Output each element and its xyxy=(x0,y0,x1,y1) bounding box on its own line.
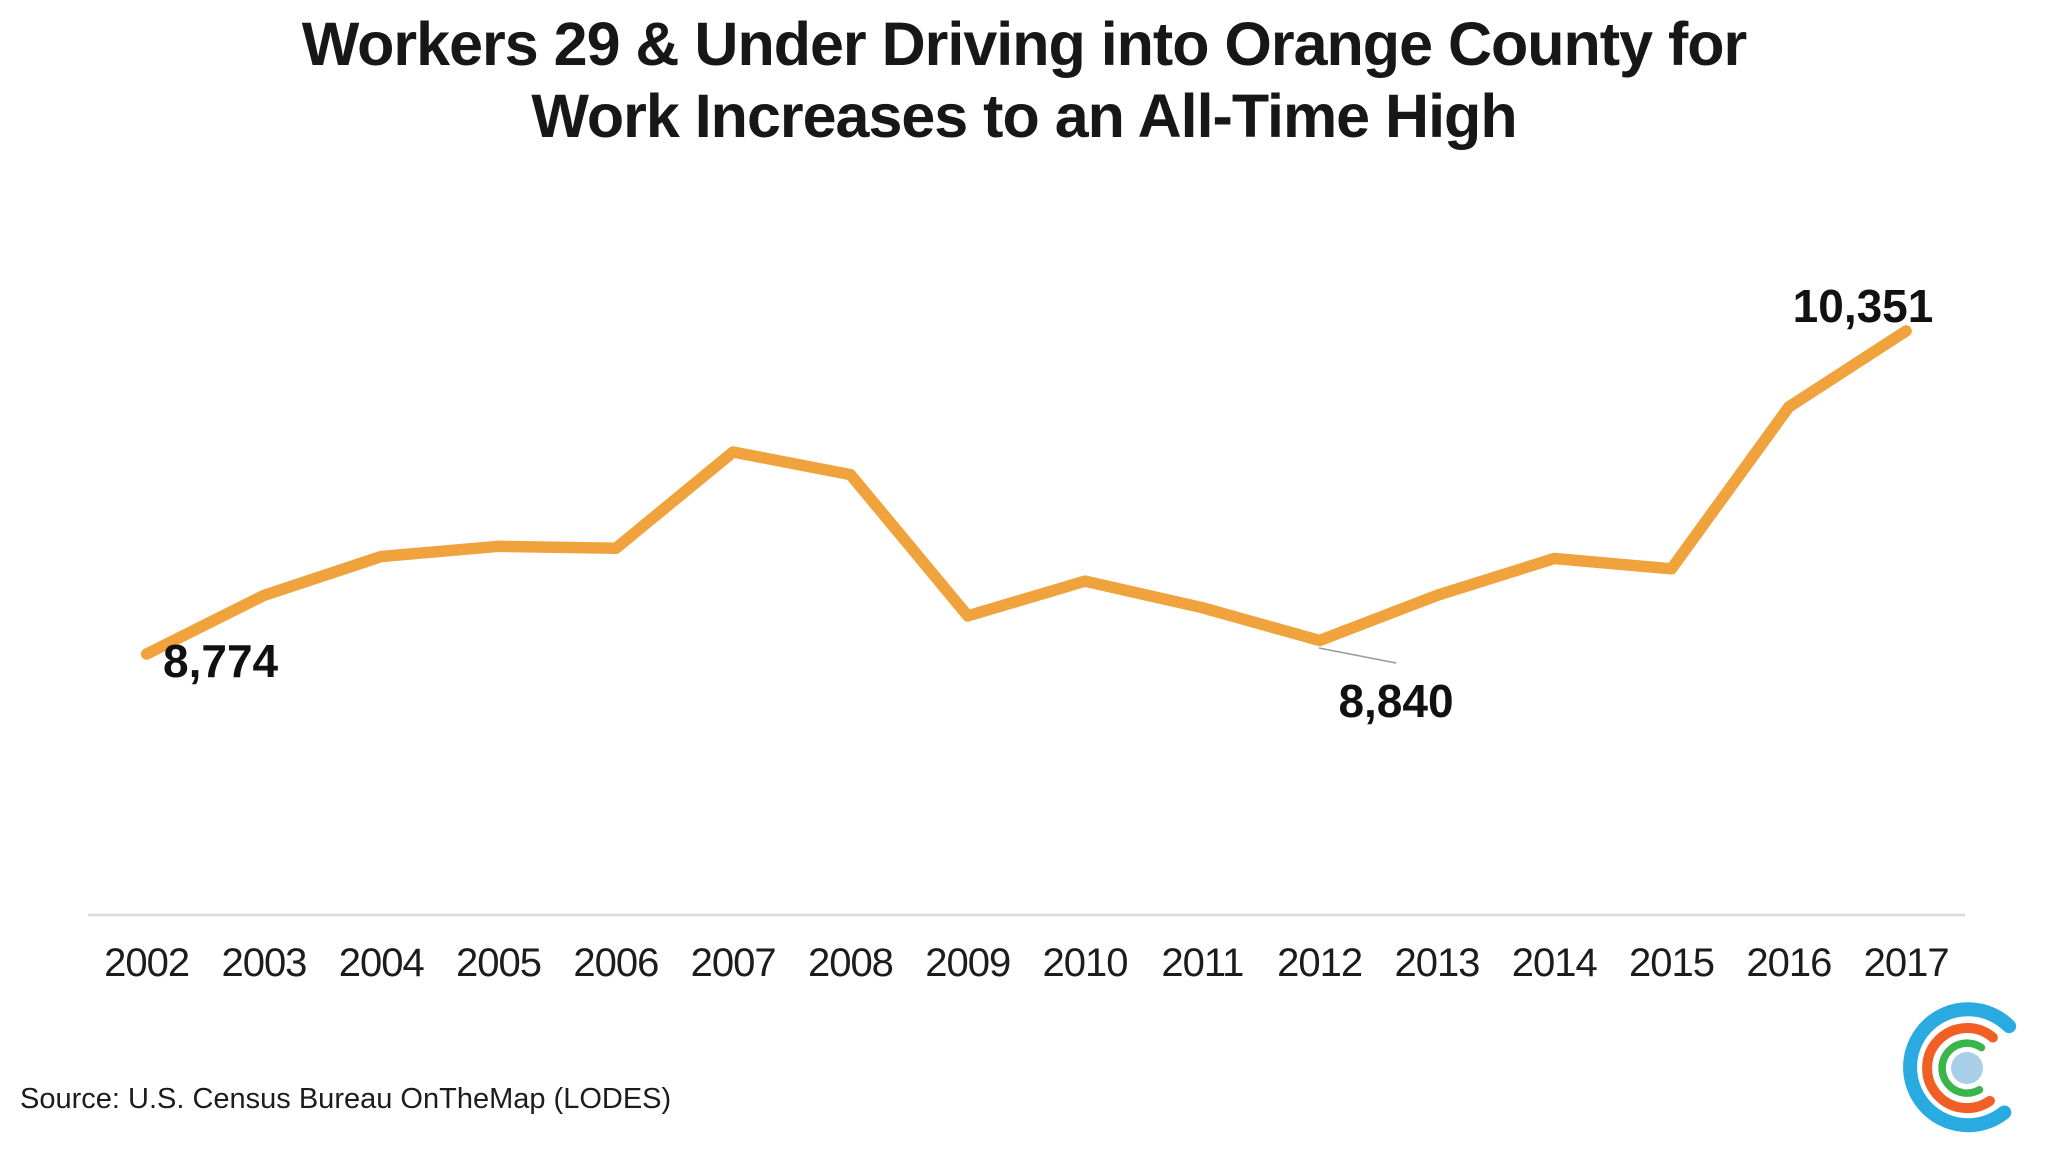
x-axis-label-2003: 2003 xyxy=(221,941,307,985)
x-axis-label-2016: 2016 xyxy=(1746,941,1832,985)
x-axis-label-2017: 2017 xyxy=(1863,941,1950,985)
data-series-line xyxy=(140,325,1912,660)
chart-title-line-2: Work Increases to an All-Time High xyxy=(531,82,1517,150)
chart-title: Workers 29 & Under Driving into Orange C… xyxy=(0,8,2048,152)
x-axis-labels: 2002 2003 2004 2005 2006 2007 2008 2009 2010 2011… xyxy=(0,941,2048,993)
x-axis-label-2013: 2013 xyxy=(1394,941,1480,985)
x-axis-label-2008: 2008 xyxy=(807,941,894,985)
data-label-2017: 10,351 xyxy=(1792,280,1934,332)
x-axis-label-2002: 2002 xyxy=(104,941,190,985)
x-axis-label-2011: 2011 xyxy=(1161,941,1244,985)
callout-leader-line xyxy=(1318,647,1397,664)
x-axis-label-2009: 2009 xyxy=(925,941,1011,985)
data-label-2012: 8,840 xyxy=(1338,675,1454,727)
x-axis-label-2015: 2015 xyxy=(1629,941,1715,985)
concentric-c-logo-icon xyxy=(1903,1002,2017,1133)
line-chart-plot xyxy=(88,325,1965,917)
x-axis-label-2010: 2010 xyxy=(1042,941,1129,985)
x-axis-label-2014: 2014 xyxy=(1511,941,1598,985)
source-attribution: Source: U.S. Census Bureau OnTheMap (LOD… xyxy=(20,1083,672,1115)
data-label-2002: 8,774 xyxy=(163,635,279,687)
chart-title-line-1: Workers 29 & Under Driving into Orange C… xyxy=(301,10,1748,78)
x-axis-label-2004: 2004 xyxy=(338,941,425,985)
x-axis-label-2012: 2012 xyxy=(1277,941,1363,985)
x-axis-label-2005: 2005 xyxy=(456,941,542,985)
x-axis-label-2007: 2007 xyxy=(690,941,777,985)
x-axis-label-2006: 2006 xyxy=(573,941,659,985)
